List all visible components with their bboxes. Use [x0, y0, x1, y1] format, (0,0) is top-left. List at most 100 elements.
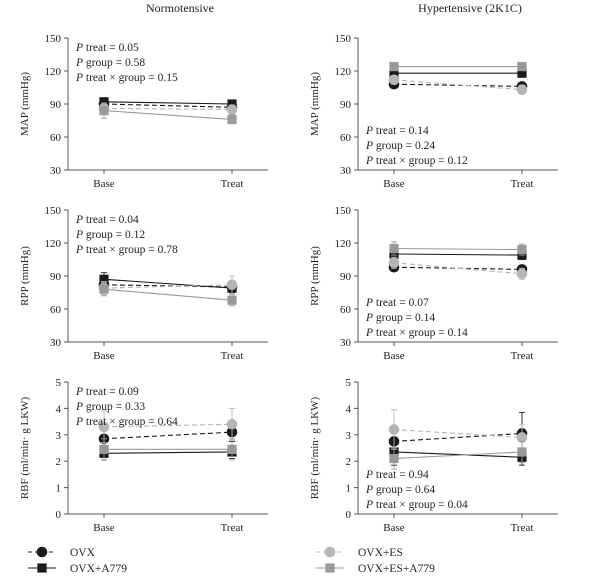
data-point — [98, 421, 110, 433]
y-tick-label: 0 — [346, 509, 352, 521]
stat-p-symbol: P — [365, 140, 373, 152]
stat-p-symbol: P — [365, 499, 373, 511]
y-axis-label: RPP (mmHg) — [309, 246, 321, 306]
legend-marker — [324, 546, 336, 558]
stat-p-symbol: P — [75, 57, 83, 69]
stat-annotation: P group = 0.14 — [365, 312, 435, 324]
data-point — [227, 444, 237, 454]
x-tick-label: Treat — [221, 178, 244, 190]
stat-annotation: P group = 0.12 — [75, 229, 145, 241]
panel-5: 0 1 2 3 4 5 Base Treat RBF (ml/min· g LKW) P trea… — [309, 377, 558, 534]
legend-item: OVX — [28, 546, 96, 559]
series-line — [103, 288, 233, 301]
y-tick-label: 30 — [50, 165, 62, 177]
y-tick-label: 90 — [50, 271, 62, 283]
data-point — [227, 295, 237, 305]
data-point — [516, 84, 528, 95]
x-tick-label: Treat — [511, 350, 534, 362]
stat-p-symbol: P — [365, 484, 373, 496]
stat-p-symbol: P — [75, 416, 83, 428]
y-tick-label: 5 — [346, 377, 352, 389]
stat-annotation: P group = 0.24 — [365, 140, 435, 152]
stat-annotation: P treat = 0.05 — [75, 42, 139, 54]
y-tick-label: 30 — [340, 165, 352, 177]
stat-annotation: P treat × group = 0.04 — [365, 499, 468, 511]
stat-p-symbol: P — [75, 214, 83, 226]
x-tick-label: Treat — [221, 522, 244, 534]
y-tick-label: 60 — [340, 132, 352, 144]
stat-p-symbol: P — [365, 469, 373, 481]
y-tick-label: 150 — [45, 33, 62, 45]
stat-text: treat × group = 0.14 — [373, 327, 468, 339]
stat-p-symbol: P — [75, 229, 83, 241]
stat-text: group = 0.64 — [373, 484, 435, 496]
stat-p-symbol: P — [75, 386, 83, 398]
x-tick-label: Treat — [511, 522, 534, 534]
stat-p-symbol: P — [365, 327, 373, 339]
x-tick-label: Treat — [221, 350, 244, 362]
series-line — [103, 451, 233, 454]
stat-p-symbol: P — [365, 125, 373, 137]
data-point — [388, 424, 400, 435]
y-tick-label: 90 — [50, 99, 62, 111]
y-tick-label: 150 — [45, 205, 62, 217]
series-line — [393, 79, 523, 91]
y-axis-label: RBF (ml/min· g LKW) — [309, 396, 321, 499]
legend-marker — [325, 563, 335, 573]
panel-3: 30 60 90 120 150 Base Treat RPP (mmHg) P treat =… — [309, 205, 558, 362]
y-axis-label: RBF (ml/min· g LKW) — [19, 396, 31, 499]
legend: OVX OVX+A779 OVX+ES OVX+ES+A779 — [28, 546, 435, 575]
y-tick-label: 90 — [340, 99, 352, 111]
stat-p-symbol: P — [75, 72, 83, 84]
series-line — [103, 101, 233, 105]
data-point — [389, 68, 399, 78]
data-point — [516, 268, 528, 280]
series-line — [103, 284, 233, 289]
stat-text: treat = 0.14 — [373, 125, 429, 137]
y-tick-label: 2 — [56, 456, 62, 468]
stat-text: group = 0.33 — [83, 401, 145, 413]
legend-label: OVX+ES+A779 — [358, 563, 435, 575]
series-line — [393, 253, 523, 256]
series-line — [103, 431, 233, 440]
stat-text: group = 0.58 — [83, 57, 145, 69]
stat-text: treat × group = 0.64 — [83, 416, 178, 428]
panel-4: 0 1 2 3 4 5 Base Treat RBF (ml/min· g LKW) P trea… — [19, 377, 268, 534]
stat-annotation: P group = 0.33 — [75, 401, 145, 413]
data-point — [389, 62, 399, 72]
stat-text: treat = 0.94 — [373, 469, 429, 481]
y-tick-label: 120 — [45, 238, 62, 250]
series-line — [393, 451, 523, 458]
series-line — [103, 423, 233, 428]
stat-p-symbol: P — [365, 155, 373, 167]
legend-label: OVX+A779 — [70, 563, 127, 575]
stat-p-symbol: P — [75, 244, 83, 256]
stat-text: treat × group = 0.15 — [83, 72, 178, 84]
y-axis-label: MAP (mmHg) — [309, 72, 321, 136]
data-point — [226, 279, 238, 291]
column-title-normotensive: Normotensive — [146, 1, 214, 15]
legend-label: OVX — [70, 547, 96, 559]
data-point — [99, 284, 109, 294]
y-tick-label: 1 — [56, 483, 62, 495]
y-tick-label: 60 — [340, 304, 352, 316]
y-axis-label: RPP (mmHg) — [19, 246, 31, 306]
stat-annotation: P treat = 0.04 — [75, 214, 139, 226]
y-tick-label: 150 — [335, 205, 352, 217]
stat-text: treat × group = 0.78 — [83, 244, 178, 256]
stat-annotation: P treat = 0.09 — [75, 386, 139, 398]
stat-p-symbol: P — [365, 312, 373, 324]
stat-annotation: P treat = 0.07 — [365, 297, 429, 309]
stat-p-symbol: P — [365, 297, 373, 309]
y-tick-label: 4 — [56, 403, 62, 415]
stat-text: group = 0.12 — [83, 229, 145, 241]
stat-annotation: P treat = 0.94 — [365, 469, 429, 481]
series-line — [393, 432, 523, 442]
legend-marker — [37, 563, 47, 573]
data-point — [389, 243, 399, 254]
stat-text: group = 0.14 — [373, 312, 435, 324]
x-tick-label: Treat — [511, 178, 534, 190]
series-line — [103, 110, 233, 120]
stat-annotation: P treat × group = 0.14 — [365, 327, 468, 339]
stat-text: treat = 0.05 — [83, 42, 139, 54]
